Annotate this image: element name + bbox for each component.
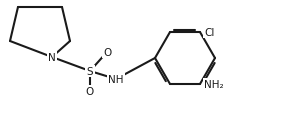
Text: NH: NH	[108, 74, 124, 84]
Text: N: N	[48, 53, 56, 62]
Text: NH₂: NH₂	[204, 79, 224, 89]
Text: S: S	[87, 66, 93, 76]
Text: O: O	[86, 86, 94, 96]
Text: O: O	[103, 48, 111, 58]
Text: Cl: Cl	[204, 28, 214, 38]
